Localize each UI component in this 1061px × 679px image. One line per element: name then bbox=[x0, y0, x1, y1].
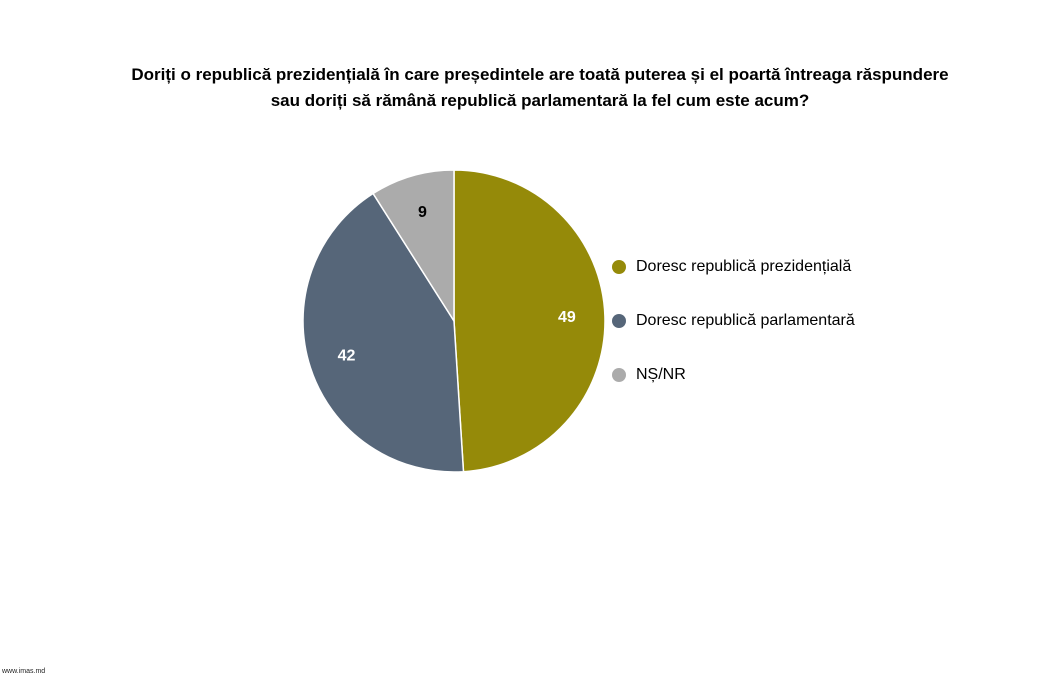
chart-title: Doriți o republică prezidențială în care… bbox=[40, 62, 1040, 114]
footer-source: www.imas.md bbox=[2, 668, 46, 675]
legend: Doresc republică prezidențială Doresc re… bbox=[612, 254, 855, 416]
chart-title-line-2: sau doriți să rămână republică parlament… bbox=[270, 91, 810, 110]
pie-slice-prezidentiala bbox=[453, 169, 606, 473]
pie-value-label-parlamentara: 42 bbox=[338, 347, 356, 364]
pie-value-label-prezidentiala: 49 bbox=[558, 309, 576, 326]
chart-title-line-1: Doriți o republică prezidențială în care… bbox=[131, 65, 949, 84]
legend-swatch-prezidentiala bbox=[612, 260, 626, 274]
legend-swatch-ns-nr bbox=[612, 368, 626, 382]
legend-item-prezidentiala: Doresc republică prezidențială bbox=[612, 254, 855, 280]
legend-swatch-parlamentara bbox=[612, 314, 626, 328]
legend-item-parlamentara: Doresc republică parlamentară bbox=[612, 308, 855, 334]
legend-label-prezidentiala: Doresc republică prezidențială bbox=[636, 258, 852, 275]
pie-value-label-ns-nr: 9 bbox=[418, 204, 427, 221]
legend-label-ns-nr: NȘ/NR bbox=[636, 366, 686, 383]
pie-slice-parlamentara bbox=[302, 192, 465, 473]
pie-slice-ns-nr bbox=[372, 169, 455, 324]
legend-item-ns-nr: NȘ/NR bbox=[612, 362, 855, 388]
legend-label-parlamentara: Doresc republică parlamentară bbox=[636, 312, 855, 329]
